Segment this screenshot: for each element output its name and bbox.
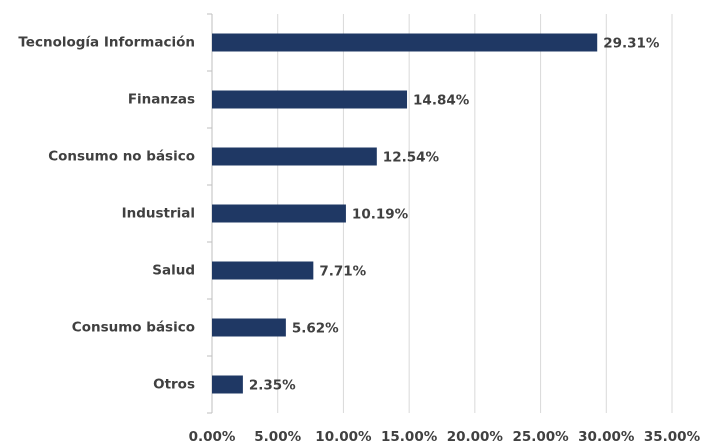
x-tick-label: 10.00%: [315, 429, 372, 444]
data-label: 7.71%: [319, 264, 366, 280]
x-tick-label: 30.00%: [578, 429, 635, 444]
data-label: 14.84%: [413, 93, 470, 109]
x-tick-label: 5.00%: [254, 429, 301, 444]
x-tick-label: 20.00%: [447, 429, 504, 444]
bar: [212, 375, 243, 394]
data-label: 29.31%: [603, 36, 660, 52]
y-tick-label: Consumo no básico: [48, 149, 195, 165]
y-tick-label: Finanzas: [128, 92, 195, 108]
data-label: 12.54%: [383, 150, 440, 166]
y-tick-label: Otros: [153, 377, 195, 393]
x-tick-label: 0.00%: [189, 429, 236, 444]
data-label: 2.35%: [249, 378, 296, 394]
y-tick-label: Consumo básico: [72, 320, 195, 336]
x-tick-label: 35.00%: [644, 429, 701, 444]
y-tick-label: Industrial: [122, 206, 195, 222]
bar: [212, 33, 598, 52]
y-tick-label: Tecnología Información: [18, 35, 195, 51]
y-tick-label: Salud: [152, 263, 195, 279]
bar: [212, 204, 346, 223]
x-tick-label: 25.00%: [512, 429, 569, 444]
bar: [212, 261, 314, 280]
data-label: 10.19%: [352, 207, 409, 223]
x-tick-label: 15.00%: [381, 429, 438, 444]
data-label: 5.62%: [292, 321, 339, 337]
bar: [212, 147, 377, 166]
bar: [212, 318, 286, 337]
bar: [212, 90, 408, 109]
